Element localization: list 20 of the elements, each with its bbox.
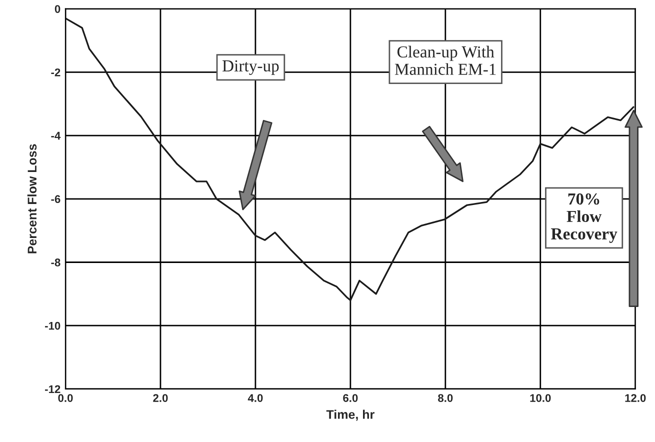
annotation: 70% Flow Recovery <box>551 193 618 243</box>
y-axis-title: Percent Flow Loss <box>27 144 37 254</box>
x-tick-label: 8.0 <box>438 394 453 402</box>
line-series <box>66 18 634 302</box>
x-tick-label: 10.0 <box>530 394 551 402</box>
x-tick-label: 12.0 <box>625 394 646 402</box>
x-axis-title: Time, hr <box>326 410 374 421</box>
y-tick-label: -8 <box>51 258 60 266</box>
x-tick-label: 6.0 <box>343 394 358 402</box>
y-tick-label: -12 <box>45 385 60 393</box>
y-tick-label: -6 <box>51 195 60 204</box>
y-tick-label: -2 <box>51 68 60 76</box>
annotation: Clean-up With Mannich EM-1 <box>394 46 496 75</box>
x-tick-label: 0.0 <box>58 394 73 402</box>
x-tick-label: 2.0 <box>153 394 168 402</box>
y-tick-label: -10 <box>45 322 60 330</box>
x-tick-label: 4.0 <box>248 394 263 402</box>
y-tick-label: 0 <box>54 5 60 13</box>
annotation: Dirty-up <box>222 60 279 75</box>
y-tick-label: -4 <box>51 132 61 140</box>
